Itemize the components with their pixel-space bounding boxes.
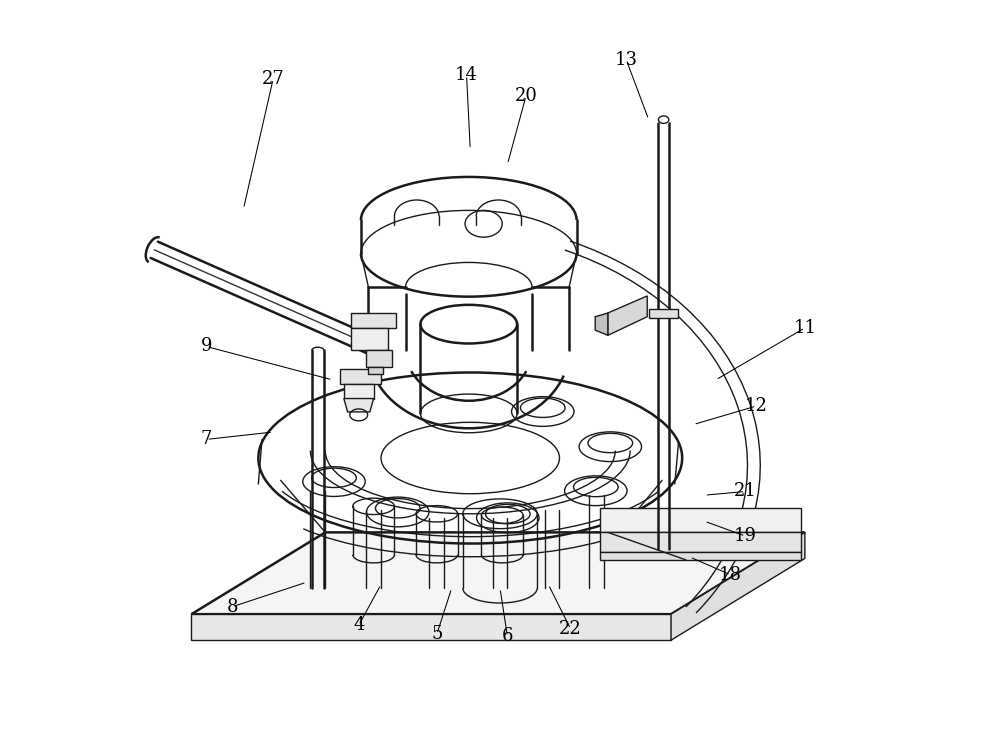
Polygon shape — [368, 367, 383, 374]
Polygon shape — [600, 533, 801, 553]
Polygon shape — [600, 508, 801, 533]
Polygon shape — [340, 369, 381, 384]
Text: 8: 8 — [227, 597, 238, 615]
Text: 9: 9 — [201, 337, 212, 355]
Polygon shape — [344, 384, 374, 399]
Polygon shape — [344, 399, 374, 412]
Polygon shape — [351, 313, 396, 328]
Polygon shape — [600, 553, 801, 560]
Polygon shape — [351, 328, 388, 350]
Text: 13: 13 — [615, 51, 638, 69]
Polygon shape — [191, 533, 805, 614]
Text: 5: 5 — [431, 625, 442, 643]
Polygon shape — [671, 533, 805, 640]
Text: 7: 7 — [201, 431, 212, 448]
Text: 18: 18 — [719, 565, 742, 584]
Text: 20: 20 — [515, 87, 537, 105]
Text: 6: 6 — [502, 627, 513, 645]
Text: 22: 22 — [559, 620, 582, 638]
Polygon shape — [191, 614, 671, 640]
Polygon shape — [649, 309, 678, 318]
Text: 27: 27 — [262, 70, 285, 88]
Polygon shape — [608, 296, 647, 335]
Text: 4: 4 — [353, 616, 364, 634]
Text: 12: 12 — [745, 397, 768, 415]
Polygon shape — [595, 313, 608, 335]
Text: 21: 21 — [734, 483, 757, 501]
Text: 11: 11 — [793, 319, 816, 337]
Polygon shape — [366, 350, 392, 367]
Text: 14: 14 — [455, 66, 478, 84]
Text: 19: 19 — [734, 527, 757, 545]
